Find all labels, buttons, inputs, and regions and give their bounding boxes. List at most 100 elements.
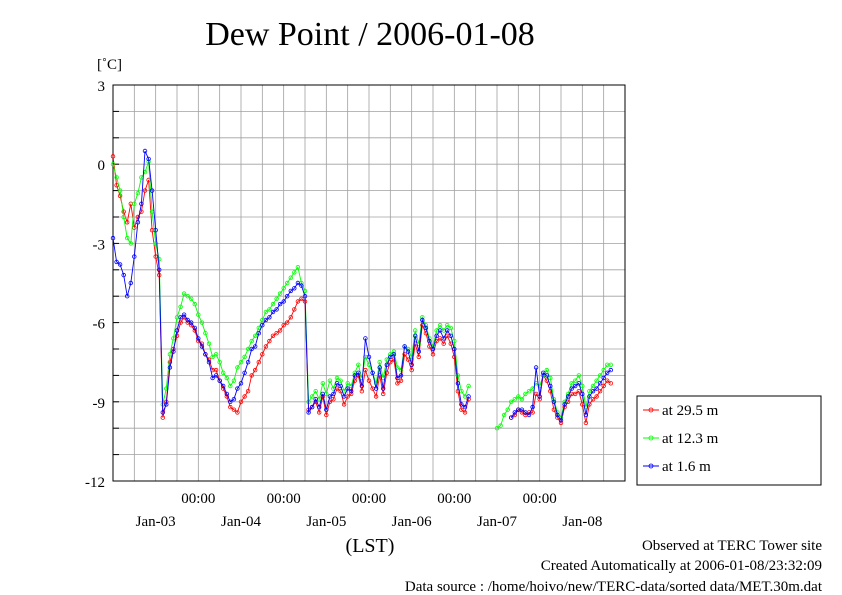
x-tick-labels: 00:00 00:00 00:00 00:00 00:00 Jan-03 Jan-04 Jan… — [136, 491, 603, 530]
legend-label: at 1.6 m — [662, 459, 711, 475]
data-point — [146, 177, 151, 183]
data-point — [445, 323, 450, 328]
data-point — [580, 383, 585, 389]
data-point — [455, 381, 461, 386]
data-point — [331, 391, 336, 397]
data-point — [533, 365, 539, 370]
data-point — [512, 397, 517, 402]
series-line — [496, 364, 611, 429]
data-point — [210, 375, 215, 381]
data-point — [320, 381, 325, 386]
y-tick-label: -9 — [93, 396, 106, 412]
y-tick-label: 3 — [98, 79, 106, 95]
data-point — [231, 407, 237, 412]
data-point — [409, 362, 414, 367]
y-tick-labels: 3 0 -3 -6 -9 -12 — [85, 79, 105, 491]
data-point — [341, 402, 347, 407]
legend-label: at 12.3 m — [662, 431, 719, 447]
data-point — [537, 397, 542, 402]
data-point — [533, 391, 539, 397]
data-point — [587, 394, 592, 399]
data-point — [416, 349, 421, 354]
y-axis-unit: [˚C] — [97, 57, 122, 73]
data-point — [181, 312, 187, 317]
data-point — [185, 317, 190, 323]
data-point — [608, 367, 613, 373]
data-point — [206, 341, 212, 346]
data-point — [398, 378, 404, 383]
data-point — [213, 367, 219, 373]
data-point — [370, 370, 375, 375]
data-point — [199, 320, 205, 325]
data-point — [352, 373, 357, 378]
data-point — [509, 399, 514, 404]
data-point — [448, 333, 453, 338]
data-point — [601, 383, 606, 389]
data-point — [576, 389, 581, 394]
data-point — [590, 397, 596, 402]
data-point — [249, 338, 254, 344]
data-point — [224, 391, 229, 397]
data-point — [285, 294, 290, 299]
data-point — [373, 394, 379, 399]
data-point — [188, 320, 194, 325]
data-point — [313, 397, 318, 402]
data-point — [299, 283, 304, 288]
data-point — [324, 412, 329, 418]
data-point — [391, 349, 397, 354]
data-point — [114, 175, 119, 180]
data-point — [416, 354, 421, 360]
data-point — [252, 333, 258, 338]
data-point — [288, 288, 293, 294]
data-point — [178, 304, 183, 309]
data-point — [462, 404, 468, 410]
y-tick-label: 0 — [98, 158, 106, 174]
data-point — [121, 272, 126, 278]
data-point — [132, 201, 137, 206]
data-point — [541, 370, 546, 375]
y-tick-label: -12 — [85, 475, 105, 491]
created-note: Created Automatically at 2006-01-08/23:3… — [541, 558, 822, 574]
data-point — [146, 156, 151, 162]
data-point — [306, 410, 311, 415]
data-point — [409, 367, 414, 373]
data-point — [171, 349, 176, 354]
observed-note: Observed at TERC Tower site — [642, 538, 822, 554]
data-point — [245, 360, 251, 365]
data-point — [437, 328, 443, 333]
data-point — [373, 381, 379, 386]
data-point — [420, 317, 425, 323]
data-point — [608, 381, 613, 386]
x-tick-label: 00:00 — [523, 491, 557, 507]
data-point — [341, 394, 347, 399]
data-point — [349, 383, 354, 389]
data-point — [434, 333, 439, 338]
data-point — [519, 397, 525, 402]
data-point — [185, 294, 190, 299]
data-point — [583, 420, 589, 426]
data-point — [199, 344, 205, 349]
data-point — [590, 389, 596, 394]
data-point — [583, 412, 589, 418]
data-point — [509, 415, 514, 420]
source-note: Data source : /home/hoivo/new/TERC-data/… — [405, 579, 823, 595]
data-point — [569, 386, 574, 391]
data-point — [590, 383, 596, 389]
chart-title: Dew Point / 2006-01-08 — [205, 16, 535, 53]
data-point — [384, 362, 389, 367]
data-point — [359, 389, 365, 394]
data-point — [349, 389, 354, 394]
data-point — [597, 389, 603, 394]
data-point — [139, 201, 144, 206]
data-point — [530, 404, 535, 410]
data-point — [459, 402, 464, 407]
data-point — [597, 381, 603, 386]
data-point — [245, 389, 251, 394]
legend-box — [636, 395, 822, 486]
data-point — [256, 360, 261, 365]
data-point — [320, 391, 325, 397]
data-point — [192, 301, 197, 307]
data-point — [537, 394, 542, 399]
data-point — [135, 214, 141, 220]
series-line — [112, 150, 470, 414]
